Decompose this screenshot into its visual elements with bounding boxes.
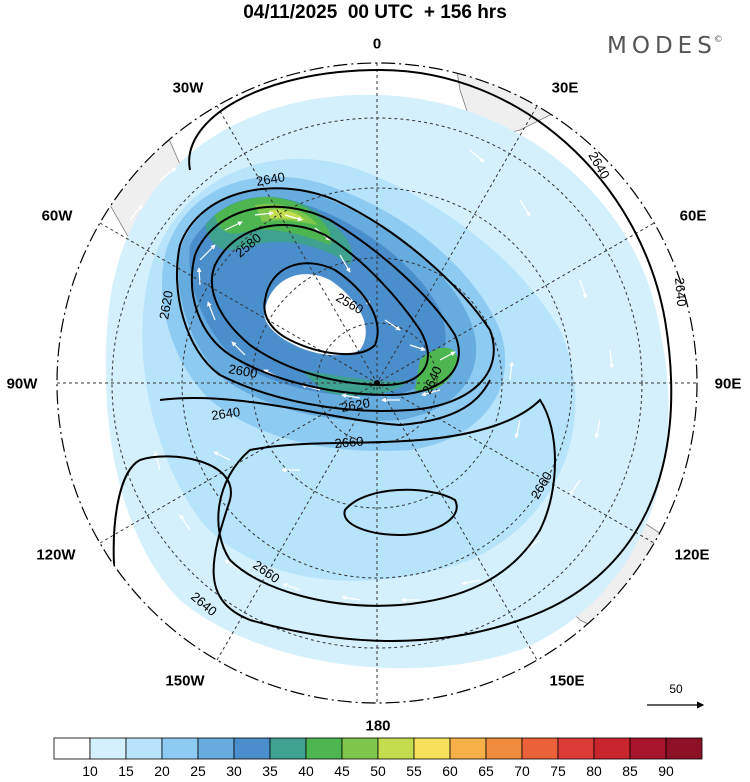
colorbar-swatch [233,737,271,760]
lon-label-90w: 90W [6,375,38,393]
map-boundary [56,62,698,704]
colorbar-tick-label: 10 [82,763,98,779]
contour-2580 [210,224,429,387]
contour-2620 [176,187,495,412]
colorbar-tick-label: 65 [478,763,494,779]
colorbar-swatch [557,737,595,760]
map-content [57,63,697,703]
contour-low-south [343,488,458,537]
brand-mark: © [713,35,723,45]
colorbar-swatch [89,737,127,760]
wind-speed-shading [105,94,669,669]
contour-label: 2620 [340,395,371,415]
lon-label-90e: 90E [714,375,742,393]
contour-2640 [112,68,673,691]
vector-scale-label: 50 [669,682,683,696]
height-contours [112,68,673,691]
contour-label: 2640 [672,277,689,307]
shade-45-east [415,347,458,392]
lon-label-60w: 60W [41,207,73,225]
colorbar-swatch [305,737,343,760]
colorbar-tick-label: 50 [370,763,386,779]
colorbar-tick-label: 85 [622,763,638,779]
contour-label: 2620 [156,289,176,320]
colorbar [53,737,703,760]
lon-label-150e: 150E [549,672,585,690]
brand-text: MODES [607,33,717,59]
lon-label-180: 180 [365,717,391,735]
colorbar-swatch [485,737,523,760]
colorbar-swatch [593,737,631,760]
lon-label-120w: 120W [36,546,76,564]
colorbar-tick-label: 30 [226,763,242,779]
contour-2660 [217,398,556,607]
vector-scale: 50 [645,682,707,712]
colorbar-tick-label: 55 [406,763,422,779]
map-title: 04/11/2025 00 UTC + 156 hrs [243,2,507,23]
vector-scale-arrow [647,701,705,709]
colorbar-swatch [161,737,199,760]
lon-label-60e: 60E [679,207,707,225]
brand-logo: MODES© [607,33,726,59]
contour-2600 [190,205,460,397]
wind-vectors [109,83,614,603]
lon-label-30w: 30W [172,79,204,97]
lon-label-120e: 120E [674,546,710,564]
lon-label-150w: 150W [165,672,205,690]
colorbar-swatch [413,737,451,760]
colorbar-swatch [449,737,487,760]
colorbar-tick-label: 35 [262,763,278,779]
colorbar-swatch [125,737,163,760]
colorbar-tick-label: 70 [514,763,530,779]
colorbar-swatch [665,737,703,760]
colorbar-swatch [629,737,667,760]
colorbar-tick-label: 20 [154,763,170,779]
lat-circle-60 [181,187,573,579]
contour-2560 [263,262,379,356]
colorbar-tick-label: 15 [118,763,134,779]
colorbar-tick-label: 75 [550,763,566,779]
colorbar-tick-label: 80 [586,763,602,779]
colorbar-tick-label: 40 [298,763,314,779]
shade-white-core [264,274,366,356]
contour-label: 2660 [334,434,364,451]
lon-label-0: 0 [372,35,382,53]
colorbar-tick-label: 90 [658,763,674,779]
lon-label-30e: 30E [551,79,579,97]
contour-label: 2640 [210,404,241,423]
colorbar-tick-label: 60 [442,763,458,779]
colorbar-tick-label: 45 [334,763,350,779]
colorbar-tick-label: 25 [190,763,206,779]
colorbar-swatch [269,737,307,760]
colorbar-swatch [341,737,379,760]
pole-marker [374,380,380,386]
colorbar-swatch [377,737,415,760]
colorbar-swatch [521,737,559,760]
contour-label: 2600 [227,361,258,381]
colorbar-swatch [197,737,235,760]
colorbar-swatch [53,737,91,760]
contour-label: 2640 [255,169,286,189]
